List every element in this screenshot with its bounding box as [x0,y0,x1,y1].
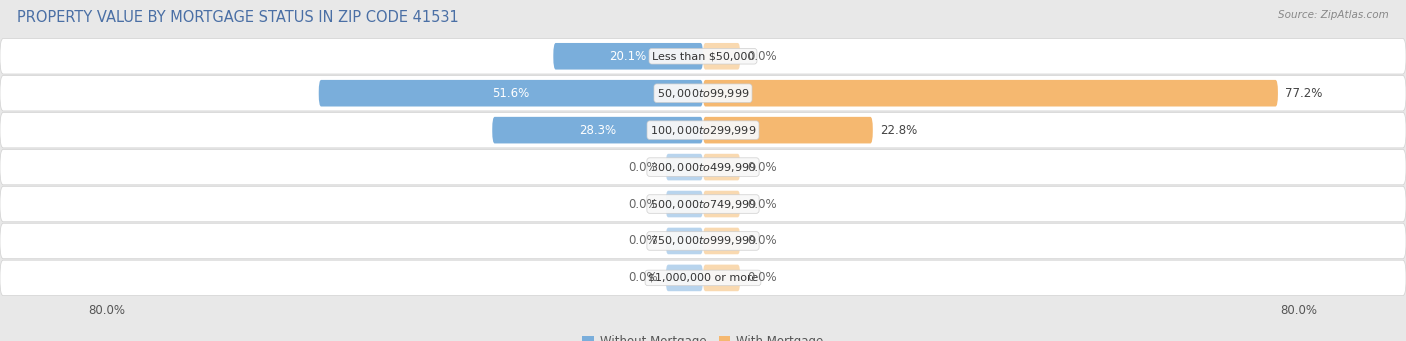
FancyBboxPatch shape [666,228,703,254]
FancyBboxPatch shape [703,265,740,291]
Text: 20.1%: 20.1% [610,50,647,63]
Text: $750,000 to $999,999: $750,000 to $999,999 [650,235,756,248]
Text: 0.0%: 0.0% [748,235,778,248]
Text: 22.8%: 22.8% [880,124,918,137]
FancyBboxPatch shape [703,228,740,254]
FancyBboxPatch shape [666,191,703,217]
Text: $1,000,000 or more: $1,000,000 or more [648,273,758,283]
FancyBboxPatch shape [666,154,703,180]
Text: 0.0%: 0.0% [748,50,778,63]
FancyBboxPatch shape [703,117,873,144]
Text: 28.3%: 28.3% [579,124,616,137]
Text: 77.2%: 77.2% [1285,87,1323,100]
Text: $500,000 to $749,999: $500,000 to $749,999 [650,197,756,210]
Text: 0.0%: 0.0% [628,235,658,248]
FancyBboxPatch shape [0,186,1406,222]
FancyBboxPatch shape [0,260,1406,296]
Text: 0.0%: 0.0% [748,271,778,284]
FancyBboxPatch shape [666,265,703,291]
Text: Source: ZipAtlas.com: Source: ZipAtlas.com [1278,10,1389,20]
Text: 0.0%: 0.0% [628,197,658,210]
Text: 0.0%: 0.0% [748,161,778,174]
FancyBboxPatch shape [0,39,1406,74]
Text: $50,000 to $99,999: $50,000 to $99,999 [657,87,749,100]
Text: 0.0%: 0.0% [628,161,658,174]
FancyBboxPatch shape [703,80,1278,106]
FancyBboxPatch shape [703,43,740,70]
FancyBboxPatch shape [0,149,1406,185]
FancyBboxPatch shape [554,43,703,70]
Text: $100,000 to $299,999: $100,000 to $299,999 [650,124,756,137]
Text: 0.0%: 0.0% [628,271,658,284]
FancyBboxPatch shape [492,117,703,144]
FancyBboxPatch shape [319,80,703,106]
Text: PROPERTY VALUE BY MORTGAGE STATUS IN ZIP CODE 41531: PROPERTY VALUE BY MORTGAGE STATUS IN ZIP… [17,10,458,25]
FancyBboxPatch shape [0,113,1406,148]
Text: 51.6%: 51.6% [492,87,530,100]
FancyBboxPatch shape [703,154,740,180]
FancyBboxPatch shape [0,223,1406,259]
Text: Less than $50,000: Less than $50,000 [652,51,754,61]
FancyBboxPatch shape [703,191,740,217]
Text: $300,000 to $499,999: $300,000 to $499,999 [650,161,756,174]
Legend: Without Mortgage, With Mortgage: Without Mortgage, With Mortgage [578,330,828,341]
FancyBboxPatch shape [0,75,1406,111]
Text: 0.0%: 0.0% [748,197,778,210]
